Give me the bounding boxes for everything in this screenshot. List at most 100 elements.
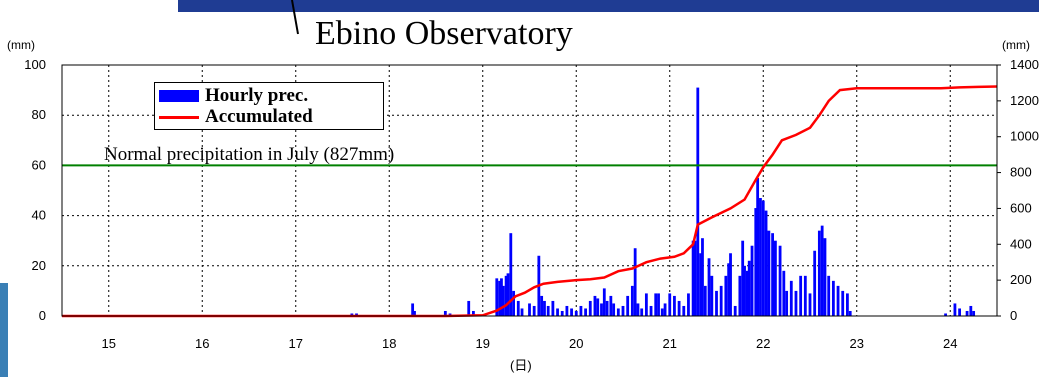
hourly-bar — [570, 308, 573, 316]
hourly-bar — [501, 285, 505, 316]
right-tick-label: 1000 — [1010, 129, 1039, 144]
hourly-bar — [657, 293, 660, 316]
right-tick-label: 400 — [1010, 236, 1032, 251]
hourly-bar — [820, 225, 824, 316]
hourly-bar — [761, 200, 765, 316]
hourly-bar — [443, 310, 447, 316]
hourly-bar — [699, 253, 703, 316]
hourly-bar — [778, 245, 782, 316]
hourly-bar — [640, 308, 644, 316]
hourly-bar — [754, 208, 758, 316]
hourly-bar — [621, 305, 625, 316]
hourly-bar — [350, 313, 354, 316]
right-tick-label: 1200 — [1010, 93, 1039, 108]
hourly-bar — [972, 310, 976, 316]
hourly-bar — [696, 87, 700, 316]
hourly-bar — [782, 270, 786, 316]
hourly-bar — [612, 303, 616, 316]
x-tick-label: 21 — [663, 336, 677, 351]
hourly-bar — [630, 285, 634, 316]
hourly-bar — [682, 305, 686, 316]
hourly-bar — [953, 303, 957, 316]
normal-line-label: Normal precipitation in July (827mm) — [104, 144, 395, 165]
hourly-bar — [738, 275, 742, 316]
hourly-bar — [532, 305, 536, 316]
hourly-bar — [677, 300, 681, 316]
hourly-bar — [560, 310, 564, 316]
hourly-bar — [509, 233, 513, 316]
x-tick-label: 22 — [756, 336, 770, 351]
plot-frame — [61, 64, 998, 317]
hourly-bar — [411, 303, 415, 316]
hourly-bar — [747, 260, 751, 316]
hourly-bar — [500, 278, 503, 316]
hourly-bar — [504, 275, 508, 316]
left-axis-unit: (mm) — [7, 38, 35, 52]
right-axis-unit: (mm) — [1002, 38, 1030, 52]
hourly-bar — [958, 308, 961, 316]
chart-title: Ebino Observatory — [315, 15, 573, 52]
hourly-bar — [673, 295, 676, 316]
hourly-bar — [750, 245, 754, 316]
right-tick-labels: 0 200 400 600 800 1000 1200 1400 — [997, 57, 1039, 323]
legend-item-hourly: Hourly prec. — [159, 85, 308, 107]
hourly-bar — [944, 313, 947, 316]
hourly-bar — [841, 290, 845, 316]
accumulated-line — [62, 85, 998, 318]
right-tick-label: 800 — [1010, 165, 1032, 180]
hourly-bar — [710, 275, 714, 316]
x-tick-label: 19 — [476, 336, 490, 351]
hourly-bar — [626, 295, 630, 316]
hourly-bar — [551, 300, 555, 316]
hourly-bar — [785, 290, 789, 316]
left-tick-label: 60 — [32, 157, 46, 172]
hourly-bars — [350, 87, 976, 316]
hourly-bar — [605, 300, 609, 316]
hourly-bar — [701, 238, 704, 316]
hourly-bar — [654, 293, 658, 316]
left-tick-label: 80 — [32, 107, 46, 122]
hourly-bar — [579, 305, 583, 316]
hourly-bar — [600, 303, 603, 316]
left-side-panel — [0, 283, 8, 377]
hourly-bar — [965, 310, 969, 316]
hourly-bar — [495, 278, 499, 316]
hourly-bar — [472, 310, 475, 316]
hourly-bar — [707, 258, 711, 316]
hourly-bar — [543, 300, 546, 316]
hourly-bar — [660, 308, 664, 316]
hourly-bar — [764, 210, 768, 316]
hourly-bar — [803, 275, 807, 316]
hourly-bar — [767, 230, 771, 316]
right-tick-label: 200 — [1010, 272, 1032, 287]
hourly-bar — [649, 305, 653, 316]
hourly-bar — [588, 300, 592, 316]
hourly-bar — [574, 310, 578, 316]
top-banner — [178, 0, 1039, 12]
hourly-bar — [808, 293, 812, 316]
hourly-bar — [498, 280, 501, 316]
hourly-bar — [693, 240, 697, 316]
left-tick-label: 100 — [24, 57, 46, 72]
left-tick-label: 0 — [39, 308, 46, 323]
hourly-bar — [745, 270, 749, 316]
legend-label-accumulated: Accumulated — [205, 106, 313, 127]
x-tick-label: 15 — [102, 336, 116, 351]
hourly-bar — [719, 285, 723, 316]
hourly-bar — [593, 295, 597, 316]
hourly-bar — [602, 288, 606, 316]
hourly-bar — [759, 198, 762, 316]
hourly-bar — [724, 275, 728, 316]
legend-swatch-line — [159, 115, 199, 119]
legend-item-accumulated: Accumulated — [159, 106, 313, 128]
hourly-bar — [687, 293, 690, 316]
hourly-bar — [774, 240, 777, 316]
hourly-bar — [846, 293, 849, 316]
hourly-bar — [727, 263, 731, 316]
hourly-bar — [355, 313, 358, 316]
left-tick-labels: 0 20 40 60 80 100 — [24, 57, 46, 323]
x-axis-label: (日) — [510, 358, 532, 373]
hourly-bar — [596, 298, 600, 316]
hourly-bar — [516, 300, 520, 316]
